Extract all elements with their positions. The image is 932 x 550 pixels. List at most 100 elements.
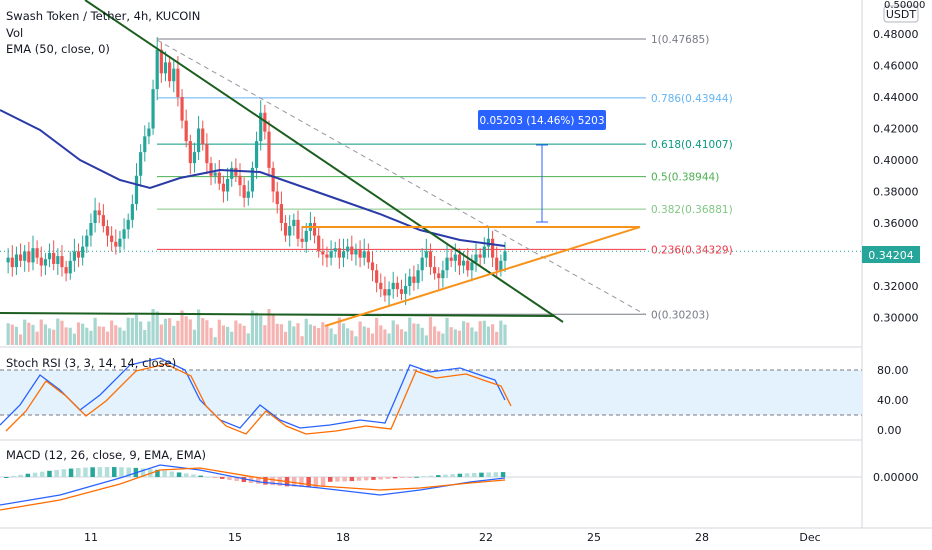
macd-histogram-bar xyxy=(457,473,463,477)
macd-histogram-bar xyxy=(40,471,45,477)
volume-bar xyxy=(267,309,271,345)
time-tick-label: 22 xyxy=(479,531,493,544)
fib-level-label: 0.786(0.43944) xyxy=(651,93,733,105)
volume-bar xyxy=(503,324,507,345)
candle-body xyxy=(304,230,308,242)
volume-bar xyxy=(317,328,321,345)
macd-histogram-bar xyxy=(104,467,110,477)
stoch-tick-label: 40.00 xyxy=(877,394,909,407)
candle-body xyxy=(478,254,482,258)
candle-body xyxy=(267,131,271,168)
candle-body xyxy=(317,235,321,252)
macd-pane xyxy=(0,464,862,511)
candle-body xyxy=(250,167,255,192)
candle-body xyxy=(441,270,445,279)
candle-body xyxy=(370,262,375,271)
volume-bar xyxy=(279,324,284,345)
candle-body xyxy=(461,260,466,266)
macd-histogram-bar xyxy=(212,477,218,478)
volume-bar xyxy=(474,331,478,345)
volume-bar xyxy=(105,331,110,345)
fibonacci-retracement[interactable]: 1(0.47685) 0.786(0.43944) 0.618(0.41007) 0.… xyxy=(0,34,862,321)
candle-body xyxy=(358,249,362,258)
volume-legend: Vol xyxy=(6,26,23,40)
volume-bar xyxy=(110,320,114,345)
volume-bar xyxy=(97,326,101,345)
candle-body xyxy=(449,257,453,261)
volume-bar xyxy=(27,322,31,345)
candle-body xyxy=(238,175,242,186)
candle-body xyxy=(105,226,110,236)
volume-bar xyxy=(85,327,89,345)
macd-histogram-bar xyxy=(335,477,340,482)
volume-bar xyxy=(375,317,379,345)
candle-body xyxy=(383,289,387,296)
macd-histogram-bar xyxy=(76,468,81,477)
volume-bar xyxy=(126,317,130,345)
volume-bar xyxy=(134,314,139,345)
stoch-tick-label: 0.00 xyxy=(877,424,902,437)
volume-bar xyxy=(172,325,176,345)
candle-body xyxy=(101,215,105,227)
time-axis[interactable]: 11 15 18 22 25 28 Dec xyxy=(84,531,821,544)
candle-body xyxy=(466,260,470,271)
stoch-d-line xyxy=(5,363,512,435)
volume-bar xyxy=(155,311,159,345)
macd-histogram-bar xyxy=(472,472,477,477)
candle-body xyxy=(168,62,172,82)
price-tick-label: 0.40000 xyxy=(873,154,919,167)
candle-body xyxy=(379,282,383,290)
candle-body xyxy=(242,185,246,198)
volume-bar xyxy=(81,323,85,345)
volume-bar xyxy=(416,323,420,345)
candle-body xyxy=(225,178,230,192)
macd-histogram-bar xyxy=(54,469,59,477)
volume-bar xyxy=(76,322,81,345)
macd-histogram-bar xyxy=(97,467,103,477)
candle-body xyxy=(292,219,296,227)
macd-histogram-bar xyxy=(371,477,376,480)
volume-bar xyxy=(383,329,387,345)
volume-bar xyxy=(205,320,209,345)
volume-bar xyxy=(354,336,358,345)
volume-bar xyxy=(325,326,329,345)
candle-body xyxy=(18,254,23,261)
volume-bar xyxy=(379,325,383,345)
drawings[interactable] xyxy=(0,0,647,327)
volume-bar xyxy=(445,317,449,345)
candle-body xyxy=(437,273,441,279)
volume-bar xyxy=(23,319,27,345)
fib-level-label: 0(0.30203) xyxy=(651,309,709,321)
volume-bar xyxy=(466,322,470,345)
volume-bar xyxy=(337,317,341,345)
currency-badge[interactable] xyxy=(883,5,919,23)
volume-bar xyxy=(238,323,242,345)
dashed-diagonal xyxy=(156,39,647,316)
volume-bar xyxy=(168,318,172,345)
volume-bar xyxy=(64,327,68,345)
macd-histogram-bar xyxy=(464,473,470,477)
stoch-rsi-pane xyxy=(0,357,862,435)
volume-bar xyxy=(482,320,486,345)
macd-histogram-bar xyxy=(479,472,484,477)
volume-bar xyxy=(201,318,205,345)
fib-level-label: 0.5(0.38944) xyxy=(651,172,719,184)
macd-histogram-bar xyxy=(407,477,412,478)
volume-bar xyxy=(221,325,226,345)
candle-body xyxy=(490,238,495,258)
candle-body xyxy=(395,282,399,290)
volume-bar xyxy=(283,331,288,345)
measure-box[interactable] xyxy=(478,110,606,130)
macd-histogram-bar xyxy=(176,472,182,477)
macd-histogram-bar xyxy=(191,474,196,477)
macd-histogram-bar xyxy=(227,477,232,480)
price-tick-label: 0.30000 xyxy=(873,312,919,325)
candle-body xyxy=(85,235,89,247)
candle-body xyxy=(445,257,449,271)
macd-histogram-bar xyxy=(320,477,326,487)
macd-histogram-bar xyxy=(61,469,67,477)
candle-body xyxy=(341,251,346,258)
candle-body xyxy=(197,128,201,153)
